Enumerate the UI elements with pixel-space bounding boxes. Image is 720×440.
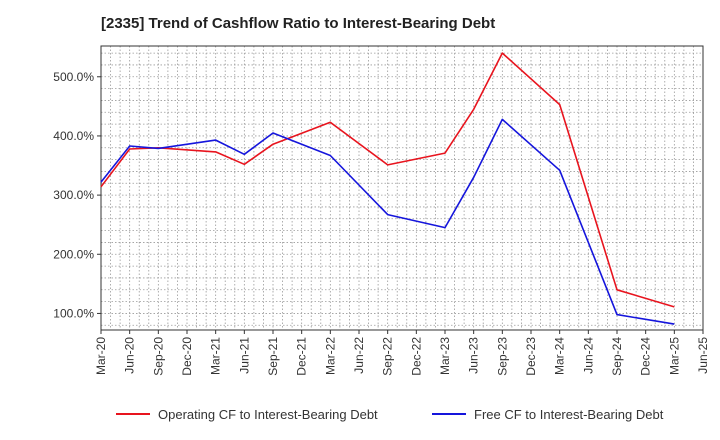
y-tick-label: 500.0% <box>53 70 94 84</box>
x-tick-label: Mar-24 <box>553 337 567 375</box>
y-tick-label: 300.0% <box>53 188 94 202</box>
series-line-2 <box>100 118 675 325</box>
legend-label-2: Free CF to Interest-Bearing Debt <box>474 407 664 422</box>
x-tick-label: Jun-24 <box>581 337 595 374</box>
x-tick-label: Jun-22 <box>352 337 366 374</box>
x-tick-label: Mar-25 <box>667 337 681 375</box>
x-tick-label: Dec-21 <box>295 337 309 376</box>
chart-title: [2335] Trend of Cashflow Ratio to Intere… <box>101 15 496 32</box>
x-tick-label: Jun-23 <box>467 337 481 374</box>
x-tick-label: Mar-23 <box>438 337 452 375</box>
y-tick-label: 400.0% <box>53 129 94 143</box>
x-tick-label: Sep-21 <box>266 337 280 376</box>
x-tick-label: Jun-25 <box>696 337 710 374</box>
legend: Operating CF to Interest-Bearing Debt Fre… <box>116 407 664 422</box>
plot-area-frame <box>100 45 704 331</box>
x-tick-label: Mar-20 <box>94 337 108 375</box>
y-axis-tick-labels: 100.0% 200.0% 300.0% 400.0% 500.0% <box>53 70 101 320</box>
x-tick-label: Dec-22 <box>409 337 423 376</box>
series-lines <box>100 52 675 325</box>
series-line-1 <box>100 52 675 308</box>
grid-lines <box>101 46 703 330</box>
y-tick-label: 200.0% <box>53 247 94 261</box>
x-tick-label: Dec-23 <box>524 337 538 376</box>
legend-label-1: Operating CF to Interest-Bearing Debt <box>158 407 378 422</box>
x-tick-label: Jun-21 <box>237 337 251 374</box>
x-tick-label: Sep-20 <box>151 337 165 376</box>
x-tick-label: Sep-22 <box>381 337 395 376</box>
x-tick-label: Dec-20 <box>180 337 194 376</box>
x-tick-label: Mar-22 <box>323 337 337 375</box>
x-tick-label: Dec-24 <box>639 337 653 376</box>
x-tick-label: Jun-20 <box>123 337 137 374</box>
y-tick-label: 100.0% <box>53 306 94 320</box>
x-tick-label: Sep-23 <box>495 337 509 376</box>
x-tick-label: Mar-21 <box>209 337 223 375</box>
x-axis-tick-labels: Mar-20 Jun-20 Sep-20 Dec-20 Mar-21 Jun-21 Sep-… <box>94 330 710 376</box>
x-tick-label: Sep-24 <box>610 337 624 376</box>
